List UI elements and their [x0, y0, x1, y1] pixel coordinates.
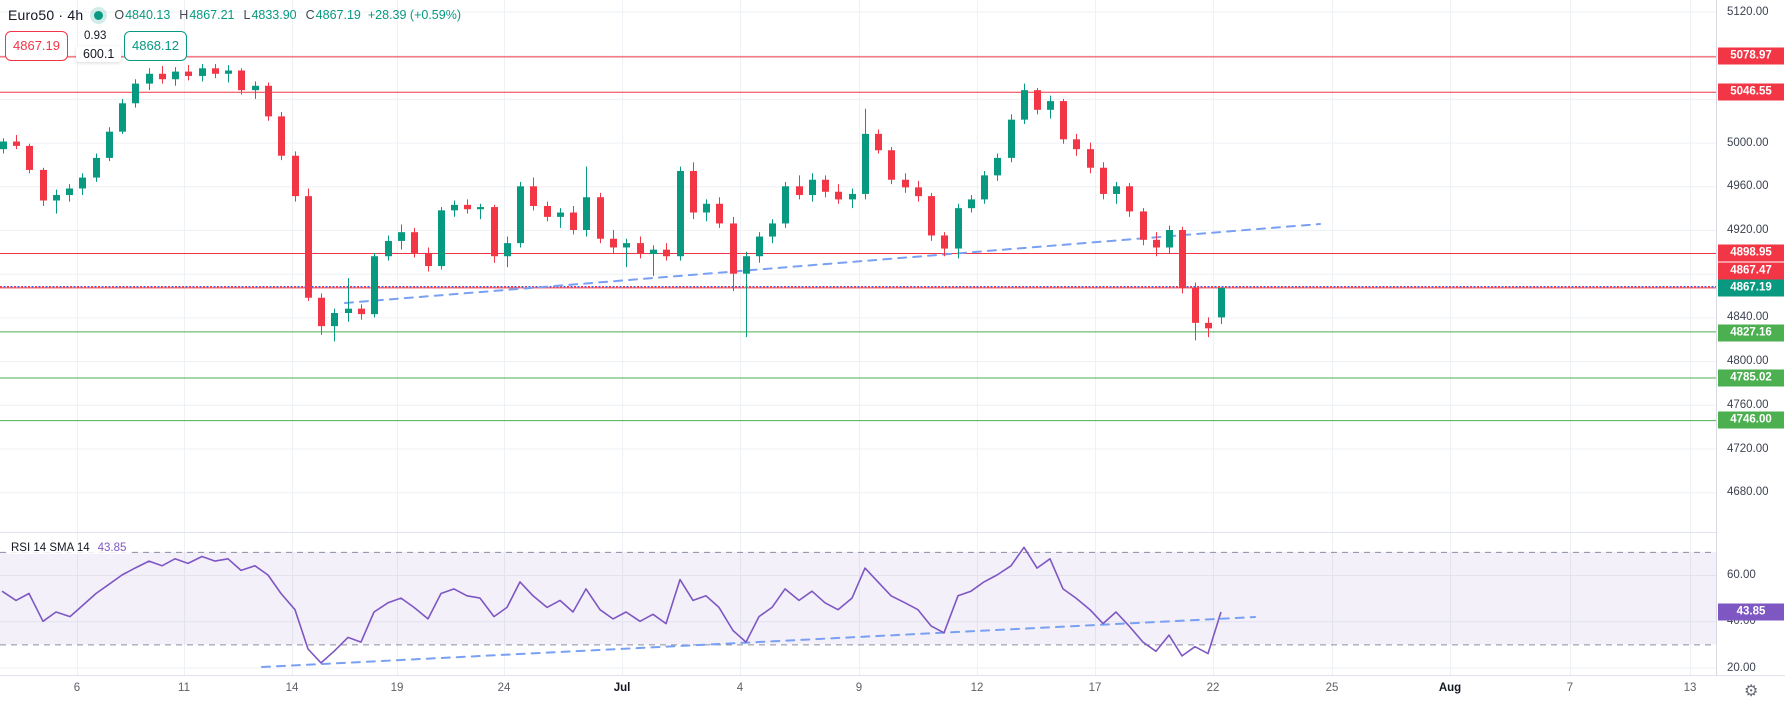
price-axis-badge: 5078.97: [1718, 47, 1784, 65]
countdown-label: 600.1: [76, 46, 122, 62]
candlesticks: [0, 63, 1225, 342]
bid-price-label[interactable]: 4867.19: [5, 31, 68, 61]
support-resistance-lines[interactable]: [0, 56, 1716, 422]
rsi-line: [1, 546, 1222, 664]
rsi-axis-label: 20.00: [1727, 661, 1756, 674]
ohlc-pair: C4867.19: [305, 8, 361, 22]
price-axis-label: 4840.00: [1727, 311, 1769, 324]
rsi-indicator-name: RSI 14 SMA 14: [11, 542, 90, 554]
time-axis-label: 14: [285, 682, 299, 694]
price-axis-label: 4800.00: [1727, 355, 1769, 368]
price-axis-badge: 4746.00: [1718, 411, 1784, 429]
price-axis-badge: 4898.95: [1718, 244, 1784, 262]
time-axis[interactable]: 6 11 14 19 24 Jul 4 9 12 17 22 25 Aug 7 13: [0, 676, 1785, 703]
time-axis-label: 22: [1206, 682, 1220, 694]
time-axis-label: Aug: [1438, 682, 1462, 694]
rsi-axis-label: 60.00: [1727, 569, 1756, 581]
time-axis-label: 9: [855, 682, 863, 694]
price-axis-label: 5000.00: [1727, 136, 1769, 149]
time-axis-label: 24: [497, 682, 511, 694]
ohlc-pair: H4867.21: [179, 8, 235, 22]
price-axis-badge: 4785.02: [1718, 369, 1784, 386]
price-axis-badge: 5046.55: [1718, 83, 1784, 101]
ohlc-pair: O4840.13: [114, 8, 171, 22]
grid-lines: [0, 0, 1716, 675]
market-status-dot-icon: [94, 10, 104, 20]
time-axis-label: 12: [970, 682, 984, 694]
price-axis-label: 4920.00: [1727, 224, 1769, 236]
price-axis-label: 4760.00: [1727, 398, 1769, 411]
price-axis-badge: 43.85: [1718, 603, 1784, 621]
price-axis[interactable]: 5120.00 5000.00 4960.00 4920.00 4840.00 4800.…: [1716, 0, 1785, 675]
chart-legend: Euro50 · 4h O4840.13 H4867.21 L4833.90 C486…: [8, 7, 461, 23]
price-axis-badge: 4867.19: [1718, 279, 1784, 297]
time-axis-label: 25: [1325, 682, 1339, 694]
price-axis-label: 4720.00: [1727, 442, 1769, 455]
change-value: +28.39 (+0.59%): [367, 8, 461, 22]
rsi-indicator-legend[interactable]: RSI 14 SMA 14 43.85: [7, 542, 131, 554]
time-axis-label: 4: [736, 682, 744, 694]
price-axis-label: 4960.00: [1727, 180, 1769, 193]
price-axis-label: 5120.00: [1727, 5, 1769, 18]
time-axis-label: 17: [1088, 682, 1102, 694]
time-axis-label: 13: [1683, 682, 1697, 694]
time-axis-label: Jul: [613, 682, 631, 694]
time-axis-separator: [0, 675, 1785, 676]
trendlines[interactable]: [261, 223, 1321, 668]
rsi-indicator-value: 43.85: [97, 542, 127, 554]
pane-separator[interactable]: [0, 532, 1785, 533]
settings-gear-icon[interactable]: ⚙: [1744, 683, 1759, 700]
ohlc-values: O4840.13 H4867.21 L4833.90 C4867.19: [114, 8, 361, 22]
ohlc-pair: L4833.90: [243, 8, 297, 22]
time-axis-label: 11: [178, 682, 190, 694]
price-axis-badge: 4867.47: [1718, 262, 1784, 280]
time-axis-label: 19: [390, 682, 404, 694]
rsi-band: [0, 551, 1716, 646]
ask-price-label[interactable]: 4868.12: [124, 31, 187, 61]
time-axis-label: 7: [1566, 682, 1574, 694]
price-axis-badge: 4827.16: [1718, 324, 1784, 342]
time-axis-label: 6: [73, 682, 81, 694]
symbol-title[interactable]: Euro50 · 4h: [8, 7, 84, 23]
price-axis-label: 4680.00: [1727, 486, 1769, 499]
spread-value: 0.93: [84, 30, 107, 42]
